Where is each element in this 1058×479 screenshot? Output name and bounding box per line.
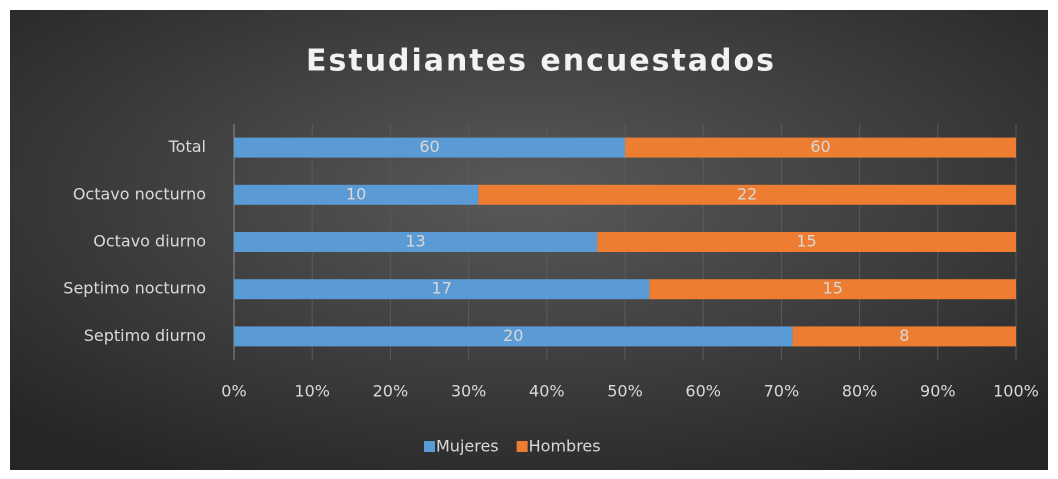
- data-label: 17: [432, 279, 452, 298]
- y-tick-label: Septimo diurno: [84, 326, 206, 345]
- data-label: 10: [346, 184, 366, 203]
- chart-title: Estudiantes encuestados: [306, 44, 776, 79]
- bar-segment: [234, 279, 650, 300]
- bar-segment: [234, 137, 625, 158]
- y-tick-label: Octavo diurno: [93, 232, 206, 251]
- bar-segment: [649, 279, 1016, 300]
- data-label: 13: [405, 232, 425, 251]
- bar-segment: [597, 232, 1016, 252]
- data-label: 15: [796, 232, 816, 251]
- data-label: 60: [419, 137, 439, 156]
- x-tick-label: 0%: [221, 382, 246, 401]
- legend-label: Hombres: [529, 437, 601, 456]
- legend-label: Mujeres: [436, 437, 499, 456]
- bar-segment: [792, 326, 1016, 347]
- y-tick-label: Septimo nocturno: [63, 279, 206, 298]
- x-tick-label: 40%: [529, 382, 565, 401]
- bar-segment: [234, 232, 598, 252]
- data-label: 15: [823, 279, 843, 298]
- x-tick-label: 70%: [764, 382, 800, 401]
- x-tick-label: 90%: [920, 382, 956, 401]
- x-tick-label: 60%: [685, 382, 721, 401]
- x-tick-label: 20%: [373, 382, 409, 401]
- x-tick-label: 50%: [607, 382, 643, 401]
- legend-swatch: [516, 441, 528, 452]
- x-tick-label: 30%: [451, 382, 487, 401]
- bar-segment: [478, 184, 1016, 205]
- data-label: 20: [503, 326, 523, 345]
- legend-swatch: [424, 441, 435, 452]
- bar-segment: [234, 326, 793, 347]
- x-tick-label: 10%: [294, 382, 330, 401]
- y-tick-label: Total: [168, 137, 206, 156]
- x-tick-label: 100%: [993, 382, 1039, 401]
- y-tick-label: Octavo nocturno: [73, 184, 206, 203]
- x-tick-label: 80%: [842, 382, 878, 401]
- data-label: 22: [737, 184, 757, 203]
- data-label: 60: [810, 137, 830, 156]
- bar-segment: [625, 137, 1016, 158]
- data-label: 8: [899, 326, 909, 345]
- bar-segment: [234, 184, 479, 205]
